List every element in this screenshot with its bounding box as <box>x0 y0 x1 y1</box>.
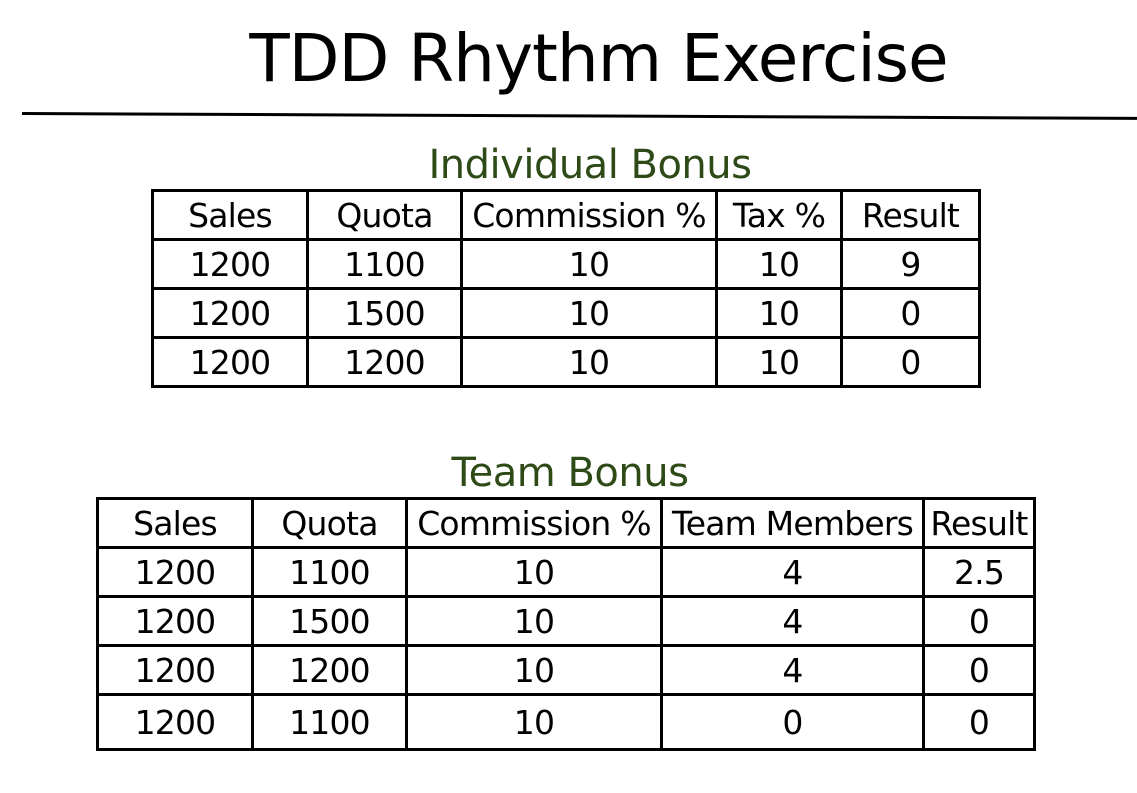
cell-commission: 10 <box>405 693 663 751</box>
title-divider <box>21 112 1137 120</box>
column-header-sales: Sales <box>151 189 309 241</box>
cell-team-members: 0 <box>660 693 925 751</box>
cell-result: 0 <box>922 693 1036 751</box>
cell-commission: 10 <box>405 644 663 696</box>
cell-sales: 1200 <box>151 238 309 290</box>
table-row: 1200 1200 10 10 0 <box>151 336 981 388</box>
column-header-commission: Commission % <box>405 497 663 549</box>
cell-result: 0 <box>922 644 1036 696</box>
team-bonus-table: Sales Quota Commission % Team Members Re… <box>96 497 1036 751</box>
table-row: 1200 1500 10 4 0 <box>96 595 1036 647</box>
cell-team-members: 4 <box>660 546 925 598</box>
table-row: 1200 1500 10 10 0 <box>151 287 981 339</box>
cell-quota: 1500 <box>251 595 408 647</box>
cell-commission: 10 <box>460 336 718 388</box>
cell-quota: 1200 <box>251 644 408 696</box>
cell-sales: 1200 <box>96 595 254 647</box>
cell-quota: 1100 <box>251 546 408 598</box>
cell-result: 2.5 <box>922 546 1036 598</box>
cell-tax: 10 <box>715 336 843 388</box>
table-header-row: Sales Quota Commission % Team Members Re… <box>96 497 1036 549</box>
cell-result: 0 <box>922 595 1036 647</box>
table-row: 1200 1100 10 4 2.5 <box>96 546 1036 598</box>
cell-team-members: 4 <box>660 644 925 696</box>
cell-sales: 1200 <box>151 287 309 339</box>
cell-team-members: 4 <box>660 595 925 647</box>
cell-quota: 1100 <box>251 693 408 751</box>
cell-sales: 1200 <box>96 644 254 696</box>
column-header-result: Result <box>922 497 1036 549</box>
cell-commission: 10 <box>405 595 663 647</box>
cell-result: 0 <box>840 336 981 388</box>
cell-sales: 1200 <box>151 336 309 388</box>
table-row: 1200 1100 10 0 0 <box>96 693 1036 751</box>
column-header-tax: Tax % <box>715 189 843 241</box>
cell-sales: 1200 <box>96 693 254 751</box>
column-header-team-members: Team Members <box>660 497 925 549</box>
cell-result: 9 <box>840 238 981 290</box>
table-header-row: Sales Quota Commission % Tax % Result <box>151 189 981 241</box>
cell-sales: 1200 <box>96 546 254 598</box>
cell-commission: 10 <box>460 238 718 290</box>
column-header-quota: Quota <box>306 189 463 241</box>
cell-tax: 10 <box>715 287 843 339</box>
column-header-sales: Sales <box>96 497 254 549</box>
individual-bonus-heading: Individual Bonus <box>428 142 752 188</box>
column-header-commission: Commission % <box>460 189 718 241</box>
cell-tax: 10 <box>715 238 843 290</box>
team-bonus-heading: Team Bonus <box>451 450 689 496</box>
column-header-result: Result <box>840 189 981 241</box>
individual-bonus-table: Sales Quota Commission % Tax % Result 12… <box>151 189 981 388</box>
cell-commission: 10 <box>460 287 718 339</box>
column-header-quota: Quota <box>251 497 408 549</box>
cell-result: 0 <box>840 287 981 339</box>
cell-commission: 10 <box>405 546 663 598</box>
cell-quota: 1200 <box>306 336 463 388</box>
table-row: 1200 1200 10 4 0 <box>96 644 1036 696</box>
page-title: TDD Rhythm Exercise <box>249 20 948 97</box>
cell-quota: 1100 <box>306 238 463 290</box>
table-row: 1200 1100 10 10 9 <box>151 238 981 290</box>
cell-quota: 1500 <box>306 287 463 339</box>
